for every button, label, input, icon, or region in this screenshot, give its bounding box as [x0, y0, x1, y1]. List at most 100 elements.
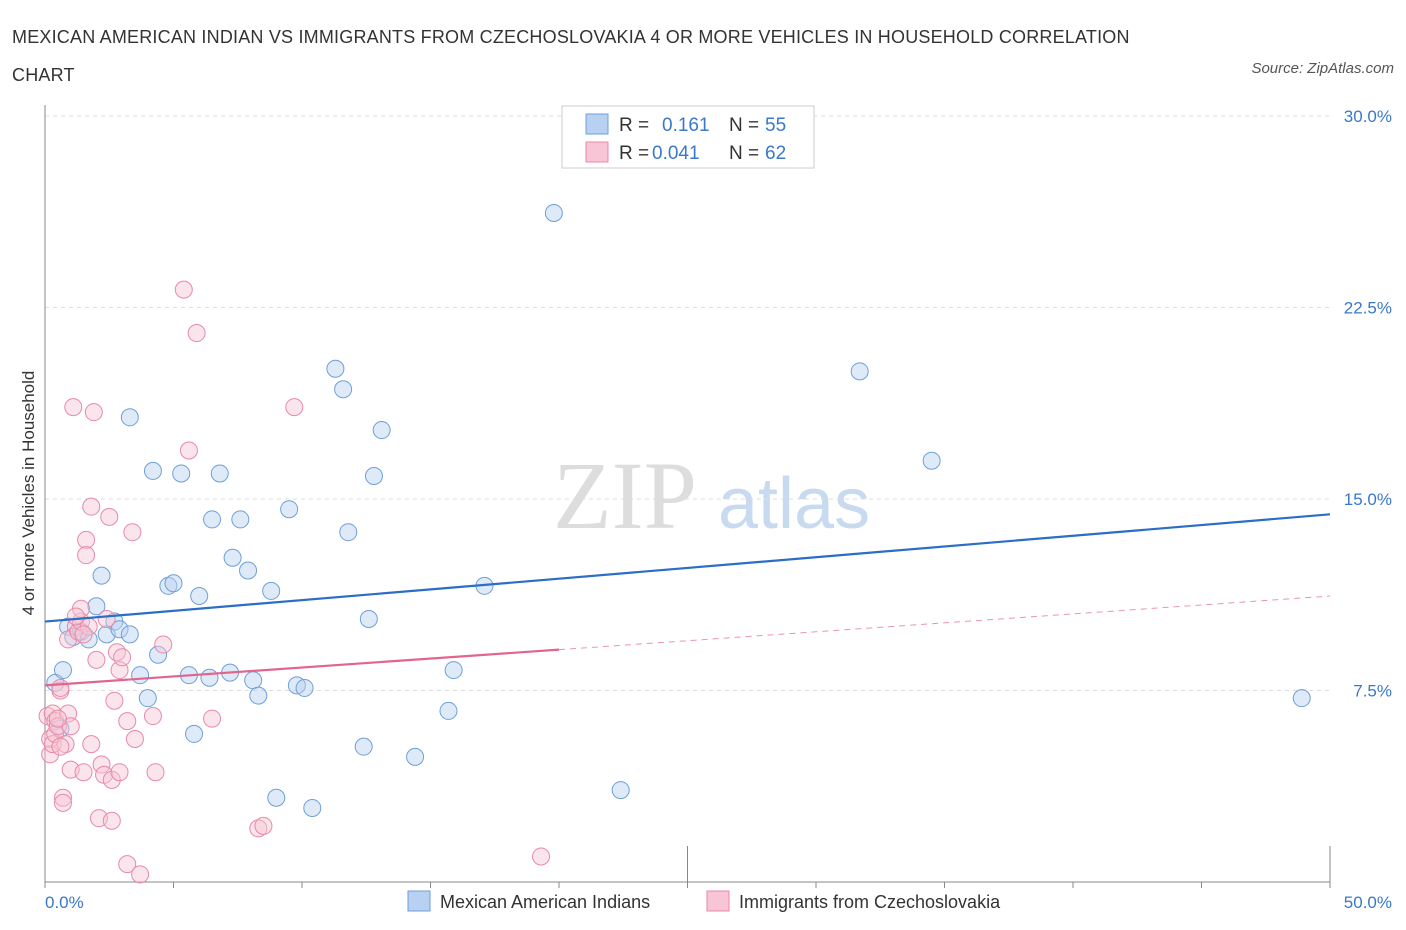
- data-point: [51, 678, 70, 697]
- data-point: [339, 523, 358, 542]
- data-point: [1292, 689, 1311, 708]
- data-point: [131, 865, 150, 884]
- data-point: [303, 798, 322, 817]
- data-point: [185, 724, 204, 743]
- data-point: [92, 566, 111, 585]
- data-point: [223, 548, 242, 567]
- data-point: [295, 678, 314, 697]
- data-point: [120, 625, 139, 644]
- data-point: [262, 581, 281, 600]
- data-point: [254, 816, 273, 835]
- data-point: [123, 523, 142, 542]
- data-point: [249, 686, 268, 705]
- data-point: [51, 737, 70, 756]
- data-point: [100, 507, 119, 526]
- data-point: [203, 709, 222, 728]
- data-point: [48, 709, 67, 728]
- bottom-legend-swatch-pink: [706, 890, 730, 912]
- trendline-pink: [44, 648, 560, 687]
- data-point: [172, 464, 191, 483]
- data-point: [187, 324, 206, 343]
- gridlines: [45, 115, 1330, 691]
- data-point: [244, 671, 263, 690]
- data-point: [53, 793, 72, 812]
- legend-r-label-2: R =: [619, 143, 649, 164]
- data-point: [210, 464, 229, 483]
- data-point: [82, 497, 101, 516]
- data-point: [231, 510, 250, 529]
- data-point: [138, 689, 157, 708]
- data-point: [87, 597, 106, 616]
- data-point: [179, 441, 198, 460]
- data-point: [354, 737, 373, 756]
- data-point: [64, 398, 83, 417]
- data-point: [110, 620, 129, 639]
- data-point: [922, 451, 941, 470]
- legend-r-value-1: 0.161: [662, 115, 710, 136]
- legend-box: R = 0.161 N = 55 R = 0.041 N = 62: [561, 105, 815, 169]
- series-immigrants-czechoslovakia: [38, 280, 551, 884]
- legend-n-label-2: N =: [729, 143, 759, 164]
- data-point: [66, 607, 85, 626]
- bottom-legend-label-blue: Mexican American Indians: [440, 892, 650, 912]
- data-point: [532, 847, 551, 866]
- data-point: [174, 280, 193, 299]
- data-point: [53, 788, 72, 807]
- data-point: [285, 398, 304, 417]
- data-point: [113, 648, 132, 667]
- trendlines: [44, 513, 1331, 687]
- data-point: [359, 610, 378, 629]
- data-point: [110, 763, 129, 782]
- data-point: [74, 625, 93, 644]
- x-tick-label: 0.0%: [45, 893, 84, 912]
- bottom-legend-label-pink: Immigrants from Czechoslovakia: [739, 892, 1001, 912]
- data-point: [105, 691, 124, 710]
- data-point: [131, 666, 150, 685]
- x-tick-label: 50.0%: [1344, 893, 1392, 912]
- data-point: [69, 622, 88, 641]
- data-point: [118, 855, 137, 874]
- data-point: [203, 510, 222, 529]
- data-point: [326, 359, 345, 378]
- data-point: [77, 530, 96, 549]
- legend-n-label-1: N =: [729, 115, 759, 136]
- data-point: [41, 745, 60, 764]
- x-tick-marks: [44, 846, 1331, 888]
- data-point: [267, 788, 286, 807]
- watermark-zip: ZIP: [553, 442, 697, 549]
- data-point: [146, 763, 165, 782]
- y-axis-label: 4 or more Vehicles in Household: [19, 371, 38, 616]
- data-point: [154, 635, 173, 654]
- data-point: [84, 403, 103, 422]
- data-point: [149, 645, 168, 664]
- data-point: [249, 819, 268, 838]
- data-point: [79, 630, 98, 649]
- data-point: [611, 781, 630, 800]
- data-point: [56, 735, 75, 754]
- data-point: [544, 204, 563, 223]
- data-point: [850, 362, 869, 381]
- data-point: [82, 735, 101, 754]
- data-point: [444, 661, 463, 680]
- data-point: [159, 576, 178, 595]
- data-point: [77, 546, 96, 565]
- data-point: [53, 661, 72, 680]
- data-point: [406, 747, 425, 766]
- data-point: [372, 421, 391, 440]
- data-point: [48, 717, 67, 736]
- data-point: [334, 380, 353, 399]
- trendline-pink-dashed: [558, 595, 1331, 651]
- legend-n-value-2: 62: [765, 143, 786, 164]
- legend-r-value-2: 0.041: [652, 143, 700, 164]
- data-point: [92, 755, 111, 774]
- data-point: [200, 668, 219, 687]
- data-point: [87, 650, 106, 669]
- bottom-legend-swatch-blue: [407, 890, 431, 912]
- x-tick-labels: 0.0% 50.0%: [45, 893, 1392, 912]
- watermark-atlas: atlas: [718, 464, 870, 544]
- data-point: [107, 643, 126, 662]
- data-point: [143, 461, 162, 480]
- data-point: [280, 500, 299, 519]
- data-point: [364, 467, 383, 486]
